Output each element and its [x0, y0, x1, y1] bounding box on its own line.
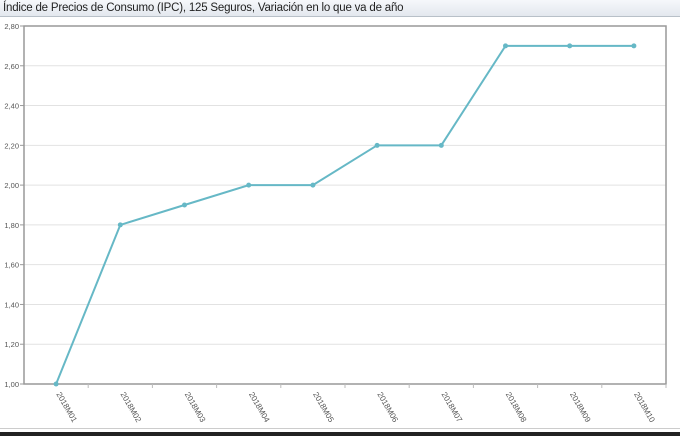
- y-tick-label: 2,80: [4, 22, 19, 31]
- data-point: [182, 202, 187, 208]
- chart-title: Índice de Precios de Consumo (IPC), 125 …: [3, 2, 404, 14]
- data-point: [117, 222, 123, 228]
- x-tick-label: 2018M02: [119, 391, 144, 425]
- x-tick-label: 2018M06: [375, 391, 400, 425]
- chart-title-bar: Índice de Precios de Consumo (IPC), 125 …: [0, 0, 680, 17]
- x-tick-label: 2018M04: [247, 391, 272, 425]
- x-tick-label: 2018M10: [632, 391, 657, 425]
- x-tick-label: 2018M03: [183, 391, 208, 425]
- y-tick-label: 1,80: [4, 221, 19, 230]
- divider: [0, 428, 680, 429]
- x-tick-label: 2018M08: [504, 391, 529, 425]
- series-line: [55, 44, 634, 385]
- data-point: [310, 182, 316, 188]
- y-tick-label: 1,00: [4, 380, 19, 389]
- y-tick-label: 2,00: [4, 181, 19, 190]
- x-tick-label: 2018M05: [311, 391, 336, 425]
- data-point: [53, 381, 59, 387]
- data-point: [374, 142, 380, 148]
- y-tick-label: 1,40: [4, 300, 19, 309]
- x-tick-label: 2018M01: [54, 391, 79, 425]
- bottom-border: [0, 432, 680, 436]
- y-tick-label: 2,60: [4, 62, 19, 71]
- data-point: [631, 43, 637, 49]
- data-point: [438, 142, 444, 148]
- y-tick-label: 2,20: [4, 141, 19, 150]
- data-point: [503, 43, 508, 49]
- y-tick-label: 2,40: [4, 102, 19, 111]
- data-point: [246, 182, 252, 188]
- x-tick-label: 2018M07: [440, 391, 465, 425]
- x-tick-label: 2018M09: [568, 391, 593, 425]
- data-point: [567, 43, 573, 49]
- y-tick-label: 1,20: [4, 340, 19, 349]
- y-tick-label: 1,60: [4, 261, 19, 270]
- plot-area-border: [23, 25, 667, 385]
